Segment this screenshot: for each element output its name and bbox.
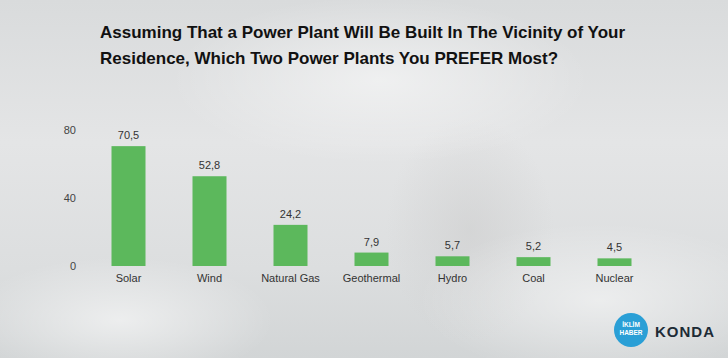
bar	[274, 225, 308, 266]
data-label: 7,9	[364, 236, 379, 248]
data-label: 4,5	[607, 241, 622, 253]
bars	[112, 146, 632, 266]
y-tick-label: 0	[70, 260, 76, 272]
x-tick-label: Solar	[116, 272, 142, 284]
x-tick-label: Hydro	[438, 272, 467, 284]
chart: 0 40 80 70,5 Solar 52,8 Wind 24,2 Natural Gas 7,9…	[0, 0, 728, 358]
data-label: 24,2	[280, 208, 301, 220]
bar	[517, 257, 551, 266]
logo-text: KONDA	[655, 323, 715, 340]
bar	[112, 146, 146, 266]
logo-badge	[614, 313, 648, 347]
x-tick-label: Wind	[197, 272, 222, 284]
data-label: 70,5	[118, 129, 139, 141]
data-label: 52,8	[199, 159, 220, 171]
data-label: 5,2	[526, 240, 541, 252]
bar	[598, 258, 632, 266]
data-label: 5,7	[445, 239, 460, 251]
x-tick-label: Geothermal	[343, 272, 400, 284]
x-tick-label: Nuclear	[596, 272, 634, 284]
title: Assuming That a Power Plant Will Be Buil…	[100, 20, 660, 72]
logo-text: İKLİMHABER	[619, 321, 642, 336]
y-tick-label: 40	[64, 192, 76, 204]
bar	[193, 176, 227, 266]
bar	[436, 256, 470, 266]
x-tick-label: Coal	[522, 272, 545, 284]
logo-word: HABER	[619, 329, 642, 336]
x-tick-label: Natural Gas	[261, 272, 320, 284]
logo-word: İKLİM	[622, 321, 640, 328]
bar	[355, 253, 389, 266]
y-tick-label: 80	[64, 124, 76, 136]
